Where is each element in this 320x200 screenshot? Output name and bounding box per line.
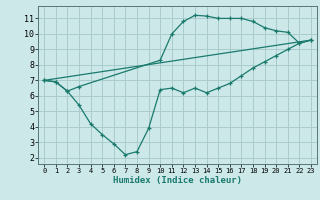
X-axis label: Humidex (Indice chaleur): Humidex (Indice chaleur) — [113, 176, 242, 185]
